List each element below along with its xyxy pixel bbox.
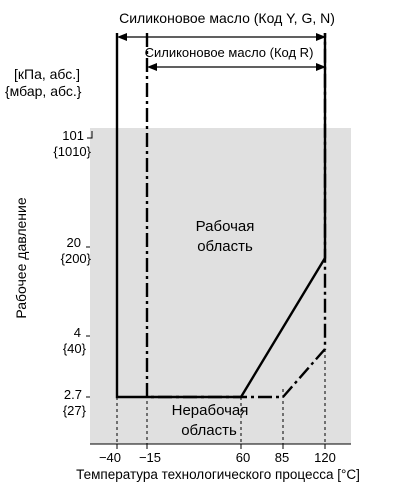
inner-boundary-line [145,33,327,399]
outer-range-arrow [117,33,326,41]
unit-kpa: [кПа, абс.] [14,66,80,82]
x-axis-label: Температура технологического процесса [°… [76,467,360,482]
non-operating-region-label-line1: Нерабочая [172,402,249,419]
operating-region-label-line2: область [197,238,253,255]
y-tick-label-101-kpa: 101 [62,128,84,143]
x-tick-label--15: −15 [139,450,161,465]
x-tick-label-60: 60 [236,450,250,465]
reference-dashed-lines [116,349,326,444]
y-tick-leader-101 [87,131,93,139]
y-tick-label-101-mbar: {1010} [53,144,91,159]
unit-mbar: {мбар, абс.} [5,83,82,99]
operating-region-label-line1: Рабочая [196,218,255,235]
y-tick-label-20-kpa: 20 [67,235,81,250]
y-tick-label-2.7-kpa: 2.7 [64,387,82,402]
x-axis-ticks [116,444,326,449]
y-tick-label-20-mbar: {200} [61,251,92,266]
y-axis-label: Рабочее давление [13,197,29,318]
x-tick-label-85: 85 [275,450,289,465]
y-tick-label-4-kpa: 4 [74,325,81,340]
outer-range-label: Силиконовое масло (Код Y, G, N) [119,10,335,26]
y-tick-label-2.7-mbar: {27} [63,403,87,418]
y-tick-leaders [86,131,93,398]
x-tick-label-120: 120 [314,450,336,465]
boundary-series [115,33,327,399]
x-tick-label--40: −40 [99,450,121,465]
inner-range-arrow [147,63,326,71]
non-operating-region-label-line2: область [181,422,237,439]
y-tick-label-4-mbar: {40} [63,341,87,356]
inner-range-label: Силиконовое масло (Код R) [145,45,314,60]
